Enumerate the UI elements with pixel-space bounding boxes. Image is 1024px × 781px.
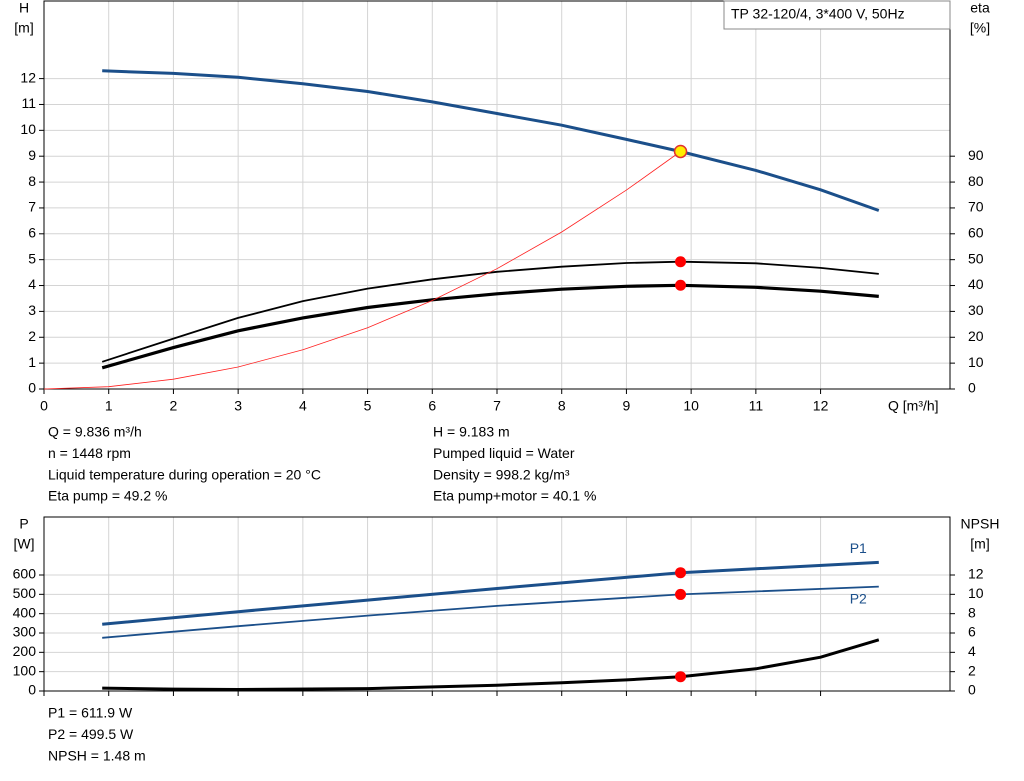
- duty-point: [675, 588, 687, 600]
- y2-tick-label: 80: [968, 173, 984, 189]
- y2-tick-label: 20: [968, 328, 984, 344]
- info-text: Eta pump = 49.2 %: [48, 488, 167, 504]
- y-tick-label: 2: [28, 328, 36, 344]
- info-text: NPSH = 1.48 m: [48, 747, 146, 763]
- y-tick-label: 10: [20, 121, 36, 137]
- y2-tick-label: 0: [968, 380, 976, 396]
- plot-frame: [43, 0, 951, 390]
- x-tick-label: 5: [364, 398, 372, 414]
- y2-tick-label: 50: [968, 250, 984, 266]
- y-tick-label: 11: [21, 95, 36, 111]
- y-axis-label: P: [19, 516, 28, 532]
- x-tick-label: 1: [105, 398, 113, 414]
- y-tick-label: 3: [28, 302, 36, 318]
- duty-point: [675, 279, 687, 291]
- y-tick-label: 600: [13, 566, 37, 582]
- y-axis-label: [m]: [14, 20, 33, 36]
- series-label: P1: [850, 540, 867, 556]
- y2-tick-label: 6: [968, 624, 976, 640]
- info-text: Eta pump+motor = 40.1 %: [433, 488, 596, 504]
- curve: [101, 283, 879, 370]
- x-tick-label: 3: [234, 398, 242, 414]
- x-tick-label: 4: [299, 398, 307, 414]
- y2-tick-label: 12: [968, 566, 984, 582]
- info-text: Pumped liquid = Water: [433, 445, 575, 461]
- curve: [102, 585, 879, 639]
- info-text: P2 = 499.5 W: [48, 726, 134, 742]
- y-axis-label: H: [19, 0, 29, 16]
- y2-tick-label: 10: [968, 354, 984, 370]
- y-tick-label: 8: [28, 173, 36, 189]
- y2-tick-label: 40: [968, 276, 984, 292]
- x-tick-label: 11: [749, 398, 764, 414]
- y-tick-label: 100: [13, 662, 37, 678]
- y-tick-label: 500: [13, 585, 37, 601]
- duty-point: [673, 144, 688, 159]
- x-tick-label: 2: [170, 398, 178, 414]
- duty-point: [675, 671, 687, 683]
- y-tick-label: 400: [13, 604, 37, 620]
- y2-tick-label: 8: [968, 604, 976, 620]
- title-box: [723, 0, 951, 30]
- info-text: n = 1448 rpm: [48, 445, 131, 461]
- x-tick-label: 9: [623, 398, 631, 414]
- duty-point: [675, 567, 687, 579]
- info-text: Density = 998.2 kg/m³: [433, 466, 570, 482]
- info-text: P1 = 611.9 W: [48, 705, 133, 721]
- y2-tick-label: 2: [968, 662, 976, 678]
- curve: [43, 151, 681, 390]
- y-tick-label: 200: [13, 643, 37, 659]
- y-axis-label: [W]: [14, 536, 35, 552]
- y2-tick-label: 10: [968, 585, 984, 601]
- y2-axis-label: [m]: [970, 536, 989, 552]
- x-axis-label: Q [m³/h]: [888, 398, 939, 414]
- y2-tick-label: 60: [968, 225, 984, 241]
- x-tick-label: 12: [813, 398, 829, 414]
- info-text: Q = 9.836 m³/h: [48, 424, 142, 440]
- y2-tick-label: 70: [968, 199, 984, 215]
- y-tick-label: 0: [28, 380, 36, 396]
- y-tick-label: 4: [28, 276, 36, 292]
- y2-tick-label: 90: [968, 147, 984, 163]
- x-tick-label: 6: [428, 398, 436, 414]
- y-tick-label: 1: [28, 354, 36, 370]
- y2-axis-label: NPSH: [961, 516, 1000, 532]
- info-text: H = 9.183 m: [433, 424, 510, 440]
- y2-tick-label: 4: [968, 643, 976, 659]
- curve: [102, 69, 880, 212]
- y-tick-label: 9: [28, 147, 36, 163]
- y2-tick-label: 0: [968, 682, 976, 698]
- series-label: P2: [850, 590, 867, 606]
- x-tick-label: 0: [40, 398, 48, 414]
- curve: [102, 560, 879, 626]
- y-tick-label: 7: [28, 199, 36, 215]
- y-tick-label: 0: [28, 682, 36, 698]
- info-text: Liquid temperature during operation = 20…: [48, 466, 321, 482]
- x-tick-label: 8: [558, 398, 566, 414]
- y-tick-label: 300: [13, 624, 37, 640]
- y2-axis-label: [%]: [970, 20, 990, 36]
- duty-point: [675, 256, 687, 268]
- curve: [101, 260, 879, 363]
- x-tick-label: 7: [493, 398, 501, 414]
- curve: [102, 638, 880, 692]
- y2-axis-label: eta: [970, 0, 990, 16]
- chart-title: TP 32-120/4, 3*400 V, 50Hz: [731, 6, 905, 22]
- y-tick-label: 5: [28, 250, 36, 266]
- y-tick-label: 6: [28, 225, 36, 241]
- plot-frame: [43, 516, 951, 692]
- y2-tick-label: 30: [968, 302, 984, 318]
- x-tick-label: 10: [683, 398, 699, 414]
- y-tick-label: 12: [20, 69, 36, 85]
